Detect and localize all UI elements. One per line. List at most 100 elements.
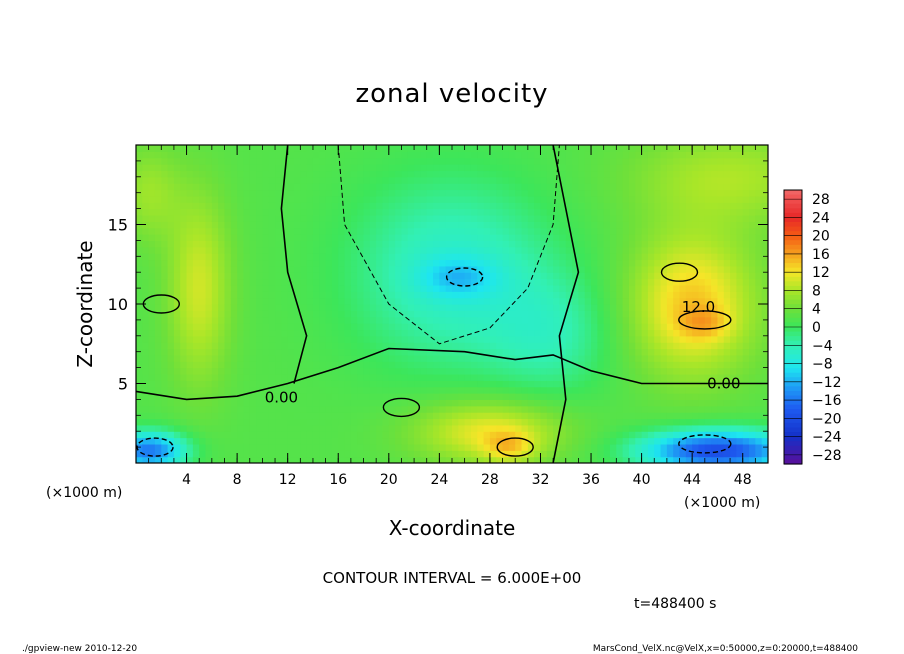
field-cell bbox=[287, 214, 295, 222]
field-cell bbox=[363, 418, 371, 426]
field-cell bbox=[730, 284, 737, 292]
field-cell bbox=[464, 259, 472, 267]
field-cell bbox=[237, 227, 245, 235]
field-cell bbox=[205, 367, 213, 375]
field-cell bbox=[331, 189, 339, 197]
field-cell bbox=[679, 151, 687, 159]
field-cell bbox=[395, 316, 403, 324]
field-cell bbox=[180, 240, 188, 248]
field-cell bbox=[344, 335, 352, 343]
field-cell bbox=[572, 284, 579, 292]
field-cell bbox=[546, 284, 554, 292]
field-cell bbox=[660, 329, 668, 337]
field-cell bbox=[401, 246, 409, 254]
field-cell bbox=[711, 214, 719, 222]
field-cell bbox=[616, 240, 624, 248]
field-cell bbox=[300, 418, 308, 426]
field-cell bbox=[154, 386, 162, 394]
field-cell bbox=[300, 310, 308, 318]
field-cell bbox=[761, 208, 768, 216]
field-cell bbox=[407, 373, 415, 381]
field-cell bbox=[237, 450, 245, 458]
field-cell bbox=[199, 297, 207, 305]
field-cell bbox=[610, 386, 617, 394]
field-cell bbox=[300, 393, 308, 400]
field-cell bbox=[357, 208, 365, 216]
field-cell bbox=[477, 214, 485, 222]
field-cell bbox=[749, 246, 756, 254]
field-cell bbox=[230, 437, 238, 445]
field-cell bbox=[742, 361, 750, 369]
field-cell bbox=[616, 348, 624, 356]
field-cell bbox=[382, 316, 390, 324]
field-cell bbox=[534, 310, 542, 318]
field-cell bbox=[654, 418, 662, 426]
field-cell bbox=[508, 367, 516, 375]
field-cell bbox=[508, 348, 516, 356]
field-cell bbox=[458, 145, 466, 152]
field-cell bbox=[717, 361, 725, 369]
field-cell bbox=[357, 214, 365, 222]
field-cell bbox=[199, 183, 207, 191]
field-cell bbox=[363, 367, 371, 375]
field-cell bbox=[439, 323, 447, 331]
field-cell bbox=[679, 412, 687, 420]
field-cell bbox=[243, 405, 251, 413]
field-cell bbox=[433, 240, 440, 248]
field-cell bbox=[300, 386, 308, 394]
field-cell bbox=[628, 316, 636, 324]
field-cell bbox=[654, 361, 662, 369]
field-cell bbox=[161, 284, 169, 292]
field-cell bbox=[502, 342, 510, 350]
field-cell bbox=[679, 195, 687, 203]
field-cell bbox=[692, 405, 700, 413]
field-cell bbox=[205, 342, 213, 350]
field-cell bbox=[167, 221, 175, 229]
field-cell bbox=[357, 176, 365, 184]
field-cell bbox=[306, 259, 314, 267]
field-cell bbox=[628, 335, 636, 343]
field-cell bbox=[534, 291, 542, 299]
field-cell bbox=[591, 412, 598, 420]
field-cell bbox=[489, 342, 497, 350]
field-cell bbox=[540, 380, 548, 388]
field-cell bbox=[591, 380, 598, 388]
field-cell bbox=[698, 361, 706, 369]
field-cell bbox=[540, 335, 548, 343]
field-cell bbox=[515, 405, 523, 413]
field-cell bbox=[616, 170, 624, 178]
field-cell bbox=[445, 316, 453, 324]
field-cell bbox=[736, 431, 744, 439]
field-cell bbox=[173, 214, 181, 222]
field-cell bbox=[180, 221, 188, 229]
field-cell bbox=[736, 157, 744, 165]
field-cell bbox=[654, 284, 662, 292]
field-cell bbox=[742, 151, 750, 159]
field-cell bbox=[218, 151, 226, 159]
field-cell bbox=[540, 297, 548, 305]
field-cell bbox=[527, 412, 535, 420]
field-cell bbox=[256, 348, 263, 356]
field-cell bbox=[508, 183, 516, 191]
field-cell bbox=[521, 304, 529, 311]
field-cell bbox=[521, 335, 529, 343]
field-cell bbox=[401, 310, 409, 318]
field-cell bbox=[230, 450, 238, 458]
field-cell bbox=[249, 304, 257, 311]
field-cell bbox=[426, 361, 434, 369]
field-cell bbox=[275, 373, 282, 381]
field-cell bbox=[477, 157, 485, 165]
field-cell bbox=[395, 437, 403, 445]
field-cell bbox=[256, 412, 263, 420]
field-cell bbox=[572, 189, 579, 197]
field-cell bbox=[395, 335, 403, 343]
field-cell bbox=[622, 437, 630, 445]
field-cell bbox=[249, 157, 257, 165]
field-cell bbox=[268, 208, 276, 216]
field-cell bbox=[275, 418, 282, 426]
field-cell bbox=[142, 418, 150, 426]
field-cell bbox=[717, 227, 725, 235]
field-cell bbox=[654, 195, 662, 203]
field-cell bbox=[281, 393, 289, 400]
field-cell bbox=[331, 316, 339, 324]
